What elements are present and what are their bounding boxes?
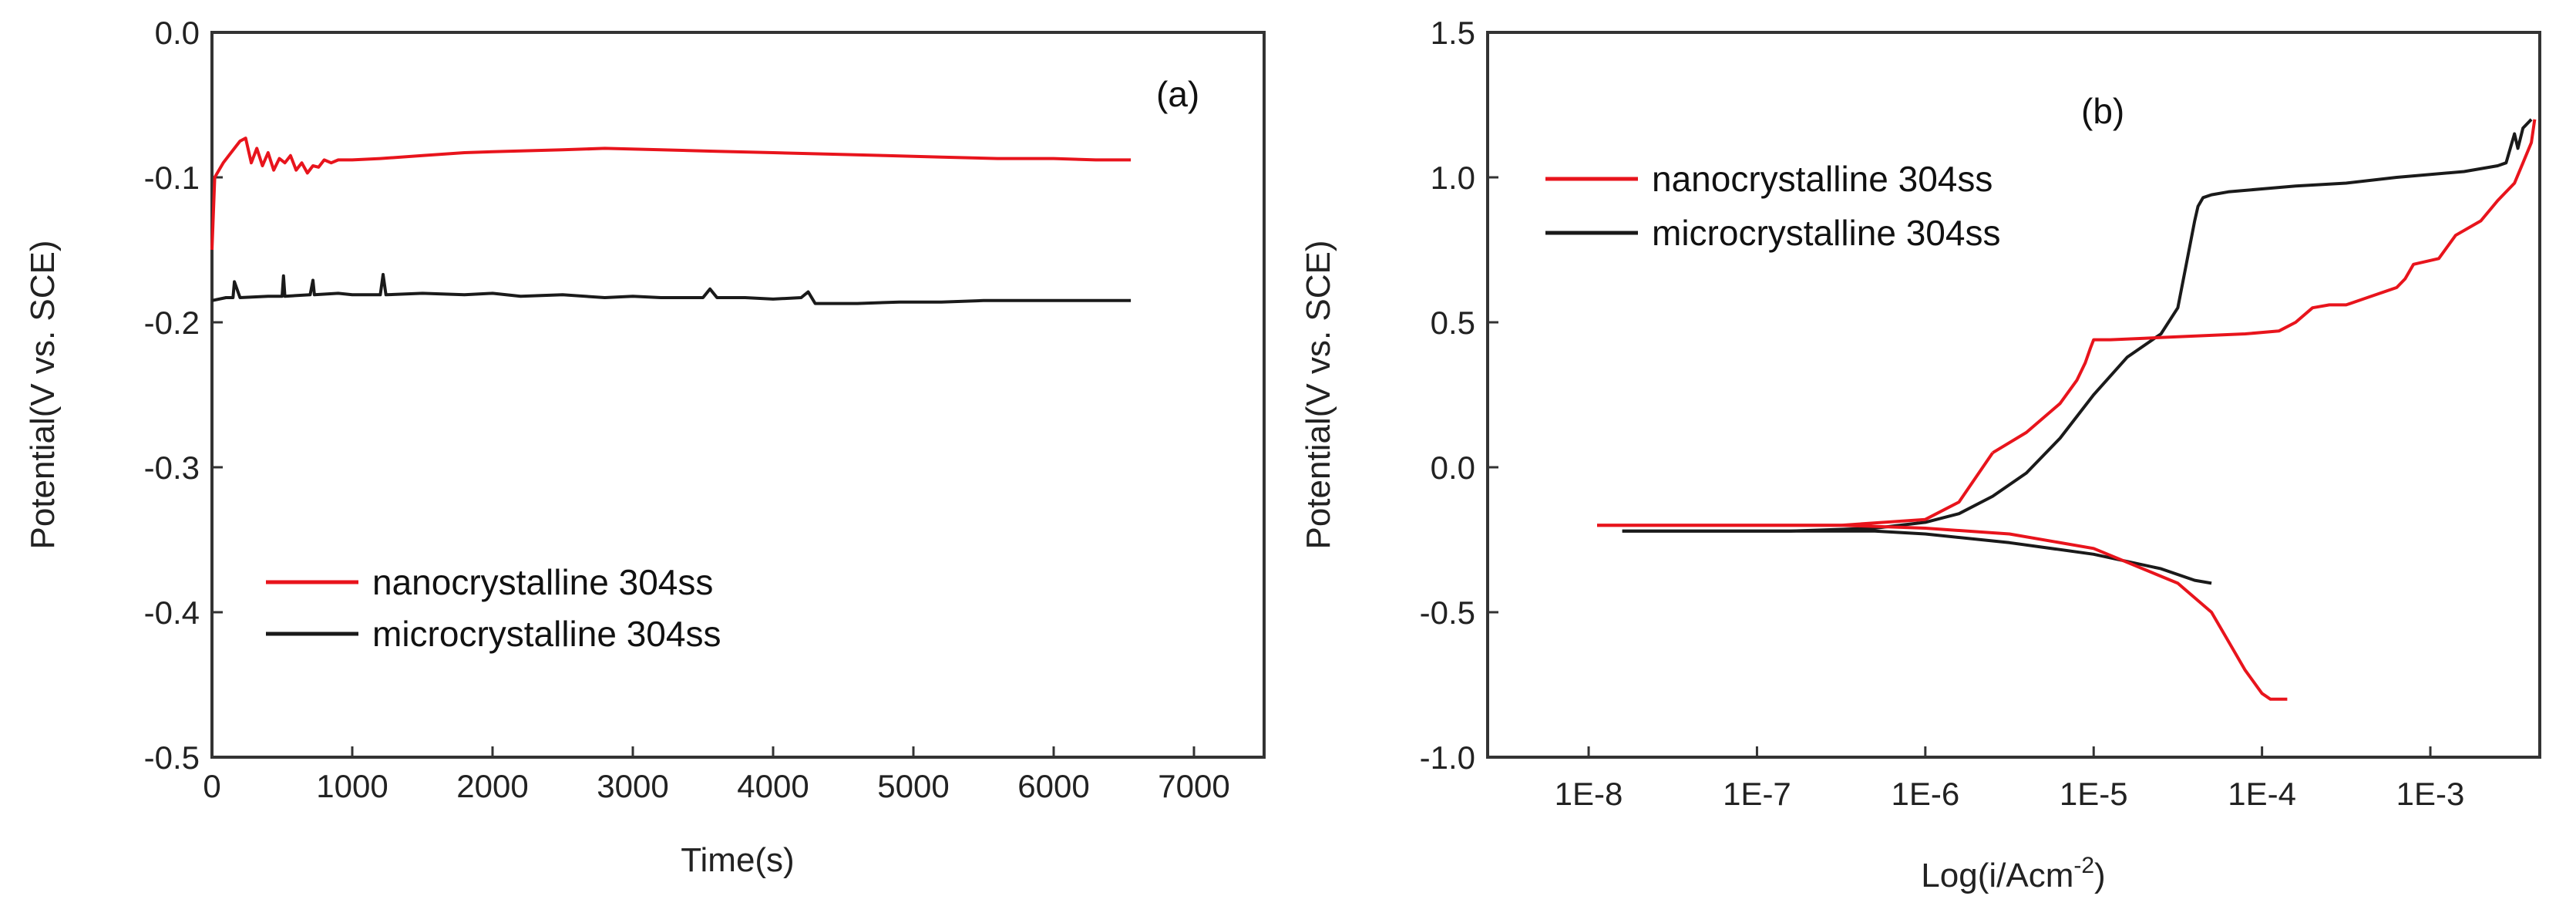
panel-a-x-tick-label: 6000: [1017, 768, 1089, 804]
panel-a-series-nanocrystalline-line: [210, 136, 1132, 251]
panel-b-y-tick-label: 0.5: [1431, 305, 1475, 341]
panel-b-series-nanocrystalline-anodic-line: [1992, 119, 2537, 454]
panel-b-series: [1597, 118, 2537, 701]
panel-a-y-ticks: 0.0 -0.1 -0.2 -0.3 -0.4 -0.5: [144, 15, 223, 776]
panel-b-y-tick-label: 0.0: [1431, 450, 1475, 486]
panel-b: 1E-8 1E-7 1E-6 1E-5 1E-4 1E-3 1.5 1.0 0.5 0.0 -0.…: [1300, 15, 2541, 894]
panel-b-y-ticks: 1.5 1.0 0.5 0.0 -0.5 -1.0: [1420, 15, 1498, 776]
panel-a-legend-label-nano: nanocrystalline 304ss: [372, 562, 713, 602]
panel-b-x-axis-label-main: Log(i/Acm: [1921, 857, 2073, 894]
panel-b-series-microcrystalline-anodic-line: [1622, 118, 2533, 533]
panel-a-x-tick-label: 0: [203, 768, 220, 804]
panel-a-x-axis-label: Time(s): [681, 841, 794, 879]
panel-b-y-tick-label: 1.0: [1431, 160, 1475, 196]
panel-b-x-tick-label: 1E-3: [2396, 776, 2465, 812]
panel-b-x-tick-label: 1E-6: [1891, 776, 1959, 812]
panel-a-x-ticks: 0 1000 2000 3000 4000 5000 6000 7000: [203, 746, 1230, 804]
panel-b-legend: nanocrystalline 304ss microcrystalline 3…: [1545, 159, 2000, 253]
panel-a-x-tick-label: 2000: [456, 768, 528, 804]
panel-a-legend-label-micro: microcrystalline 304ss: [372, 614, 721, 654]
panel-a-legend: nanocrystalline 304ss microcrystalline 3…: [266, 562, 721, 654]
panel-a-x-tick-label: 1000: [316, 768, 388, 804]
panel-a-y-tick-label: 0.0: [155, 15, 200, 51]
panel-b-x-ticks: 1E-8 1E-7 1E-6 1E-5 1E-4 1E-3: [1555, 746, 2465, 812]
panel-b-y-tick-label: -0.5: [1420, 594, 1475, 631]
panel-b-plot-frame: [1486, 31, 2541, 759]
panel-a-x-tick-label: 3000: [597, 768, 668, 804]
panel-b-x-tick-label: 1E-8: [1555, 776, 1623, 812]
panel-b-x-tick-label: 1E-7: [1723, 776, 1791, 812]
panel-a: 0 1000 2000 3000 4000 5000 6000 7000 0.0 -0.1 -0.…: [24, 15, 1266, 879]
panel-a-y-tick-label: -0.5: [144, 739, 200, 776]
panel-b-legend-label-micro: microcrystalline 304ss: [1652, 213, 2000, 253]
panel-b-x-axis-label-superscript: -2: [2073, 853, 2094, 878]
panel-b-y-tick-label: 1.5: [1431, 15, 1475, 51]
panel-a-y-tick-label: -0.4: [144, 594, 200, 631]
panel-a-y-axis-label: Potential(V vs. SCE): [24, 240, 62, 549]
panel-a-y-tick-label: -0.3: [144, 450, 200, 486]
panel-b-legend-label-nano: nanocrystalline 304ss: [1652, 159, 1993, 199]
panel-b-x-axis-label: Log(i/Acm-2): [1921, 853, 2105, 894]
panel-b-x-axis-label-close: ): [2094, 857, 2106, 894]
panel-a-label: (a): [1156, 74, 1199, 114]
panel-a-x-tick-label: 5000: [877, 768, 949, 804]
panel-b-label: (b): [2081, 91, 2124, 131]
panel-b-x-tick-label: 1E-5: [2060, 776, 2128, 812]
panel-b-series-microcrystalline-cathodic-line: [1622, 529, 2212, 585]
panel-a-y-tick-label: -0.2: [144, 305, 200, 341]
panel-b-series-nanocrystalline-cathodic-line: [1597, 524, 2288, 701]
panel-a-series-microcrystalline-line: [211, 273, 1132, 305]
panel-a-y-tick-label: -0.1: [144, 160, 200, 196]
panel-a-x-tick-label: 7000: [1158, 768, 1229, 804]
panel-b-x-tick-label: 1E-4: [2228, 776, 2296, 812]
panel-b-y-axis-label: Potential(V vs. SCE): [1300, 240, 1337, 549]
panel-a-plot-frame: [210, 31, 1266, 759]
panel-b-y-tick-label: -1.0: [1420, 739, 1475, 776]
panel-a-series: [210, 136, 1132, 305]
panel-b-series-nanocrystalline-anodic-lower-line: [1597, 452, 1994, 527]
panel-a-x-tick-label: 4000: [737, 768, 809, 804]
